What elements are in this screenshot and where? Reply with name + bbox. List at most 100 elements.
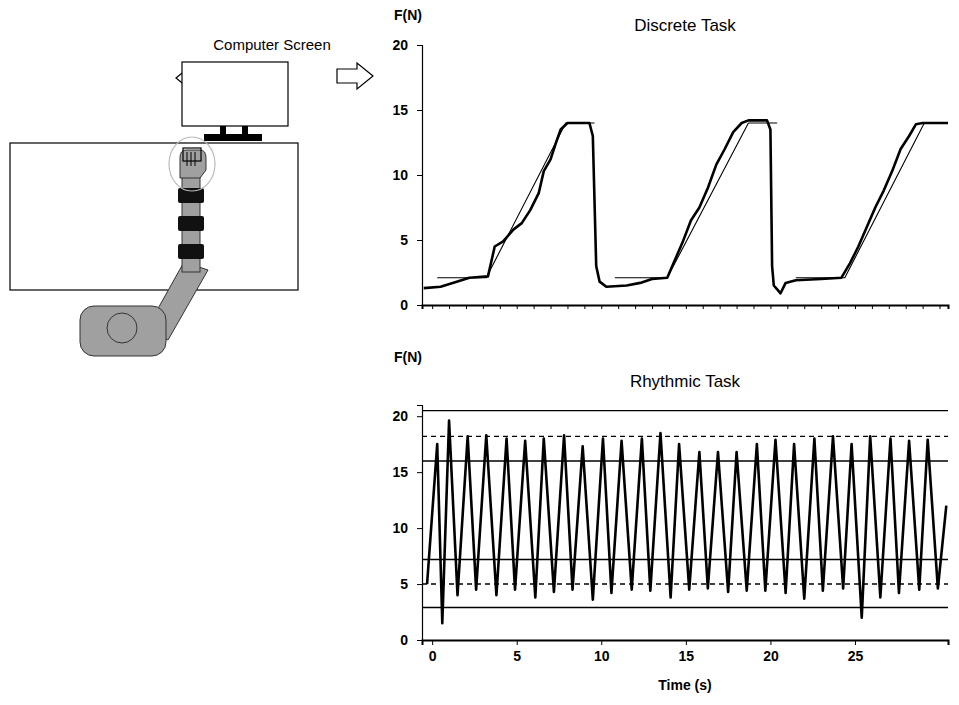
y-tick-mark <box>417 472 422 473</box>
x-tick <box>906 305 907 309</box>
chart-title: Discrete Task <box>634 16 736 35</box>
plot-marks <box>424 120 948 293</box>
force-line <box>437 123 948 278</box>
x-tick-mark <box>449 305 450 309</box>
x-axis-line <box>423 306 949 310</box>
x-tick <box>770 305 771 309</box>
y-tick: 15 <box>392 464 422 480</box>
x-tick <box>449 305 450 309</box>
finger <box>191 152 192 166</box>
y-axis-title: F(N) <box>394 7 422 23</box>
x-tick <box>753 305 754 309</box>
x-tick-mark <box>635 305 636 309</box>
y-tick-mark <box>417 175 422 176</box>
x-tick <box>669 305 670 309</box>
setup-diagram: Computer Screen <box>10 36 373 356</box>
x-tick <box>686 305 687 309</box>
reference-line <box>422 410 948 411</box>
y-tick-label: 15 <box>392 102 408 118</box>
x-tick-mark <box>584 305 585 309</box>
y-tick: 10 <box>392 520 422 536</box>
x-tick <box>635 305 636 309</box>
chart-panel: 0 5 10 15 20 Discrete Task F(N) <box>392 7 948 313</box>
x-tick-mark <box>787 305 788 309</box>
y-tick-mark <box>417 305 422 306</box>
x-tick-mark <box>872 305 873 309</box>
x-tick-label: 15 <box>679 648 695 664</box>
x-tick-label: 20 <box>763 648 779 664</box>
y-tick-label: 5 <box>400 576 408 592</box>
x-tick <box>551 305 552 309</box>
y-tick-mark <box>417 240 422 241</box>
x-tick <box>432 305 433 309</box>
x-tick: 10 <box>594 640 610 664</box>
y-tick: 20 <box>392 37 422 53</box>
x-tick-mark <box>906 305 907 309</box>
hand-highlight <box>169 137 215 191</box>
strap <box>178 216 204 231</box>
x-tick-mark <box>551 305 552 309</box>
x-tick <box>855 305 856 309</box>
x-tick-mark <box>686 305 687 309</box>
x-tick-label: 0 <box>429 648 437 664</box>
finger <box>195 152 196 166</box>
y-tick: 5 <box>400 232 422 248</box>
monitor-base <box>204 134 262 141</box>
x-tick-mark <box>770 640 771 645</box>
chart-panel: 0 5 10 15 20 25 0 5 10 15 20 Rhythmic Task F(N) Time … <box>392 349 948 693</box>
table <box>10 143 298 290</box>
y-axis-line <box>417 46 423 306</box>
strap <box>178 244 204 259</box>
y-axis: 0 5 10 15 20 <box>392 37 422 313</box>
x-tick-mark <box>889 305 890 309</box>
y-tick-label: 10 <box>392 167 408 183</box>
x-tick: 15 <box>679 640 695 664</box>
x-axis-title: Time (s) <box>658 677 711 693</box>
x-tick <box>940 305 941 309</box>
x-tick-mark <box>432 305 433 309</box>
x-tick: 25 <box>848 640 864 664</box>
x-tick-mark <box>703 305 704 309</box>
y-tick-label: 20 <box>392 408 408 424</box>
y-tick: 20 <box>392 408 422 424</box>
x-tick <box>652 305 653 309</box>
x-tick <box>483 305 484 309</box>
y-tick: 0 <box>400 297 422 313</box>
x-tick <box>466 305 467 309</box>
strap <box>178 188 204 203</box>
chart-title: Rhythmic Task <box>630 372 741 391</box>
x-tick-mark <box>500 305 501 309</box>
x-tick-label: 5 <box>513 648 521 664</box>
reference-line <box>422 436 948 437</box>
x-tick-mark <box>720 305 721 309</box>
x-tick: 20 <box>763 640 779 664</box>
y-tick-mark <box>417 528 422 529</box>
x-tick-mark <box>483 305 484 309</box>
x-tick-mark <box>567 305 568 309</box>
x-tick-mark <box>923 305 924 309</box>
x-tick: 5 <box>513 640 521 664</box>
y-tick-mark <box>417 45 422 46</box>
y-tick-mark <box>417 640 422 641</box>
x-tick-mark <box>838 305 839 309</box>
x-tick-mark <box>652 305 653 309</box>
y-tick-label: 15 <box>392 464 408 480</box>
x-tick <box>821 305 822 309</box>
x-tick <box>737 305 738 309</box>
x-tick-mark <box>940 305 941 309</box>
y-tick: 0 <box>400 632 422 648</box>
x-tick-mark <box>618 305 619 309</box>
y-axis-title: F(N) <box>394 349 422 365</box>
screen-label: Computer Screen <box>213 36 331 53</box>
x-axis <box>423 305 949 309</box>
arrow-right <box>337 63 373 89</box>
sensor <box>183 148 201 161</box>
reference-line <box>422 460 948 461</box>
x-tick-mark <box>753 305 754 309</box>
force-line <box>427 421 946 624</box>
x-tick-mark <box>669 305 670 309</box>
y-tick-mark <box>417 416 422 417</box>
x-tick-label: 25 <box>848 648 864 664</box>
body <box>80 306 166 356</box>
y-tick-label: 10 <box>392 520 408 536</box>
